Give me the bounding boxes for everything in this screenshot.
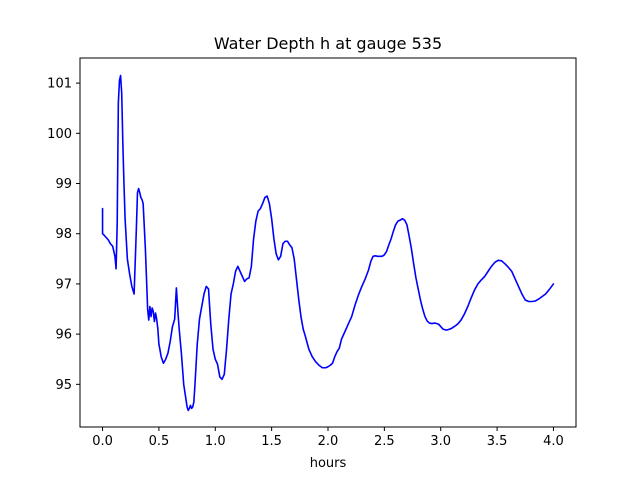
y-tick-label: 99: [55, 177, 72, 192]
series-line-0: [101, 74, 555, 412]
x-tick-label: 1.0: [205, 434, 226, 449]
x-tick-label: 1.5: [261, 434, 282, 449]
x-axis-ticks: 0.0 0.5 1.0 1.5 2.0 2.5 3.0 3.5 4.0: [92, 427, 564, 449]
x-tick-label: 0.5: [149, 434, 170, 449]
y-tick-label: 101: [47, 77, 72, 92]
x-tick-label: 2.5: [374, 434, 395, 449]
x-tick-label: 4.0: [543, 434, 564, 449]
x-axis-label: hours: [310, 456, 347, 471]
y-tick-label: 97: [55, 277, 72, 292]
x-tick-label: 3.0: [430, 434, 451, 449]
y-axis-ticks: 95 96 97 98 99 100 101: [47, 77, 80, 393]
plot-area: [101, 74, 555, 412]
y-tick-label: 100: [47, 127, 72, 142]
y-tick-label: 98: [55, 227, 72, 242]
x-tick-label: 3.5: [487, 434, 508, 449]
axes-frame: [79, 57, 577, 428]
x-tick-label: 2.0: [318, 434, 339, 449]
x-tick-label: 0.0: [92, 434, 113, 449]
y-tick-label: 95: [55, 378, 72, 393]
chart-title: Water Depth h at gauge 535: [214, 34, 442, 53]
y-tick-label: 96: [55, 328, 72, 343]
